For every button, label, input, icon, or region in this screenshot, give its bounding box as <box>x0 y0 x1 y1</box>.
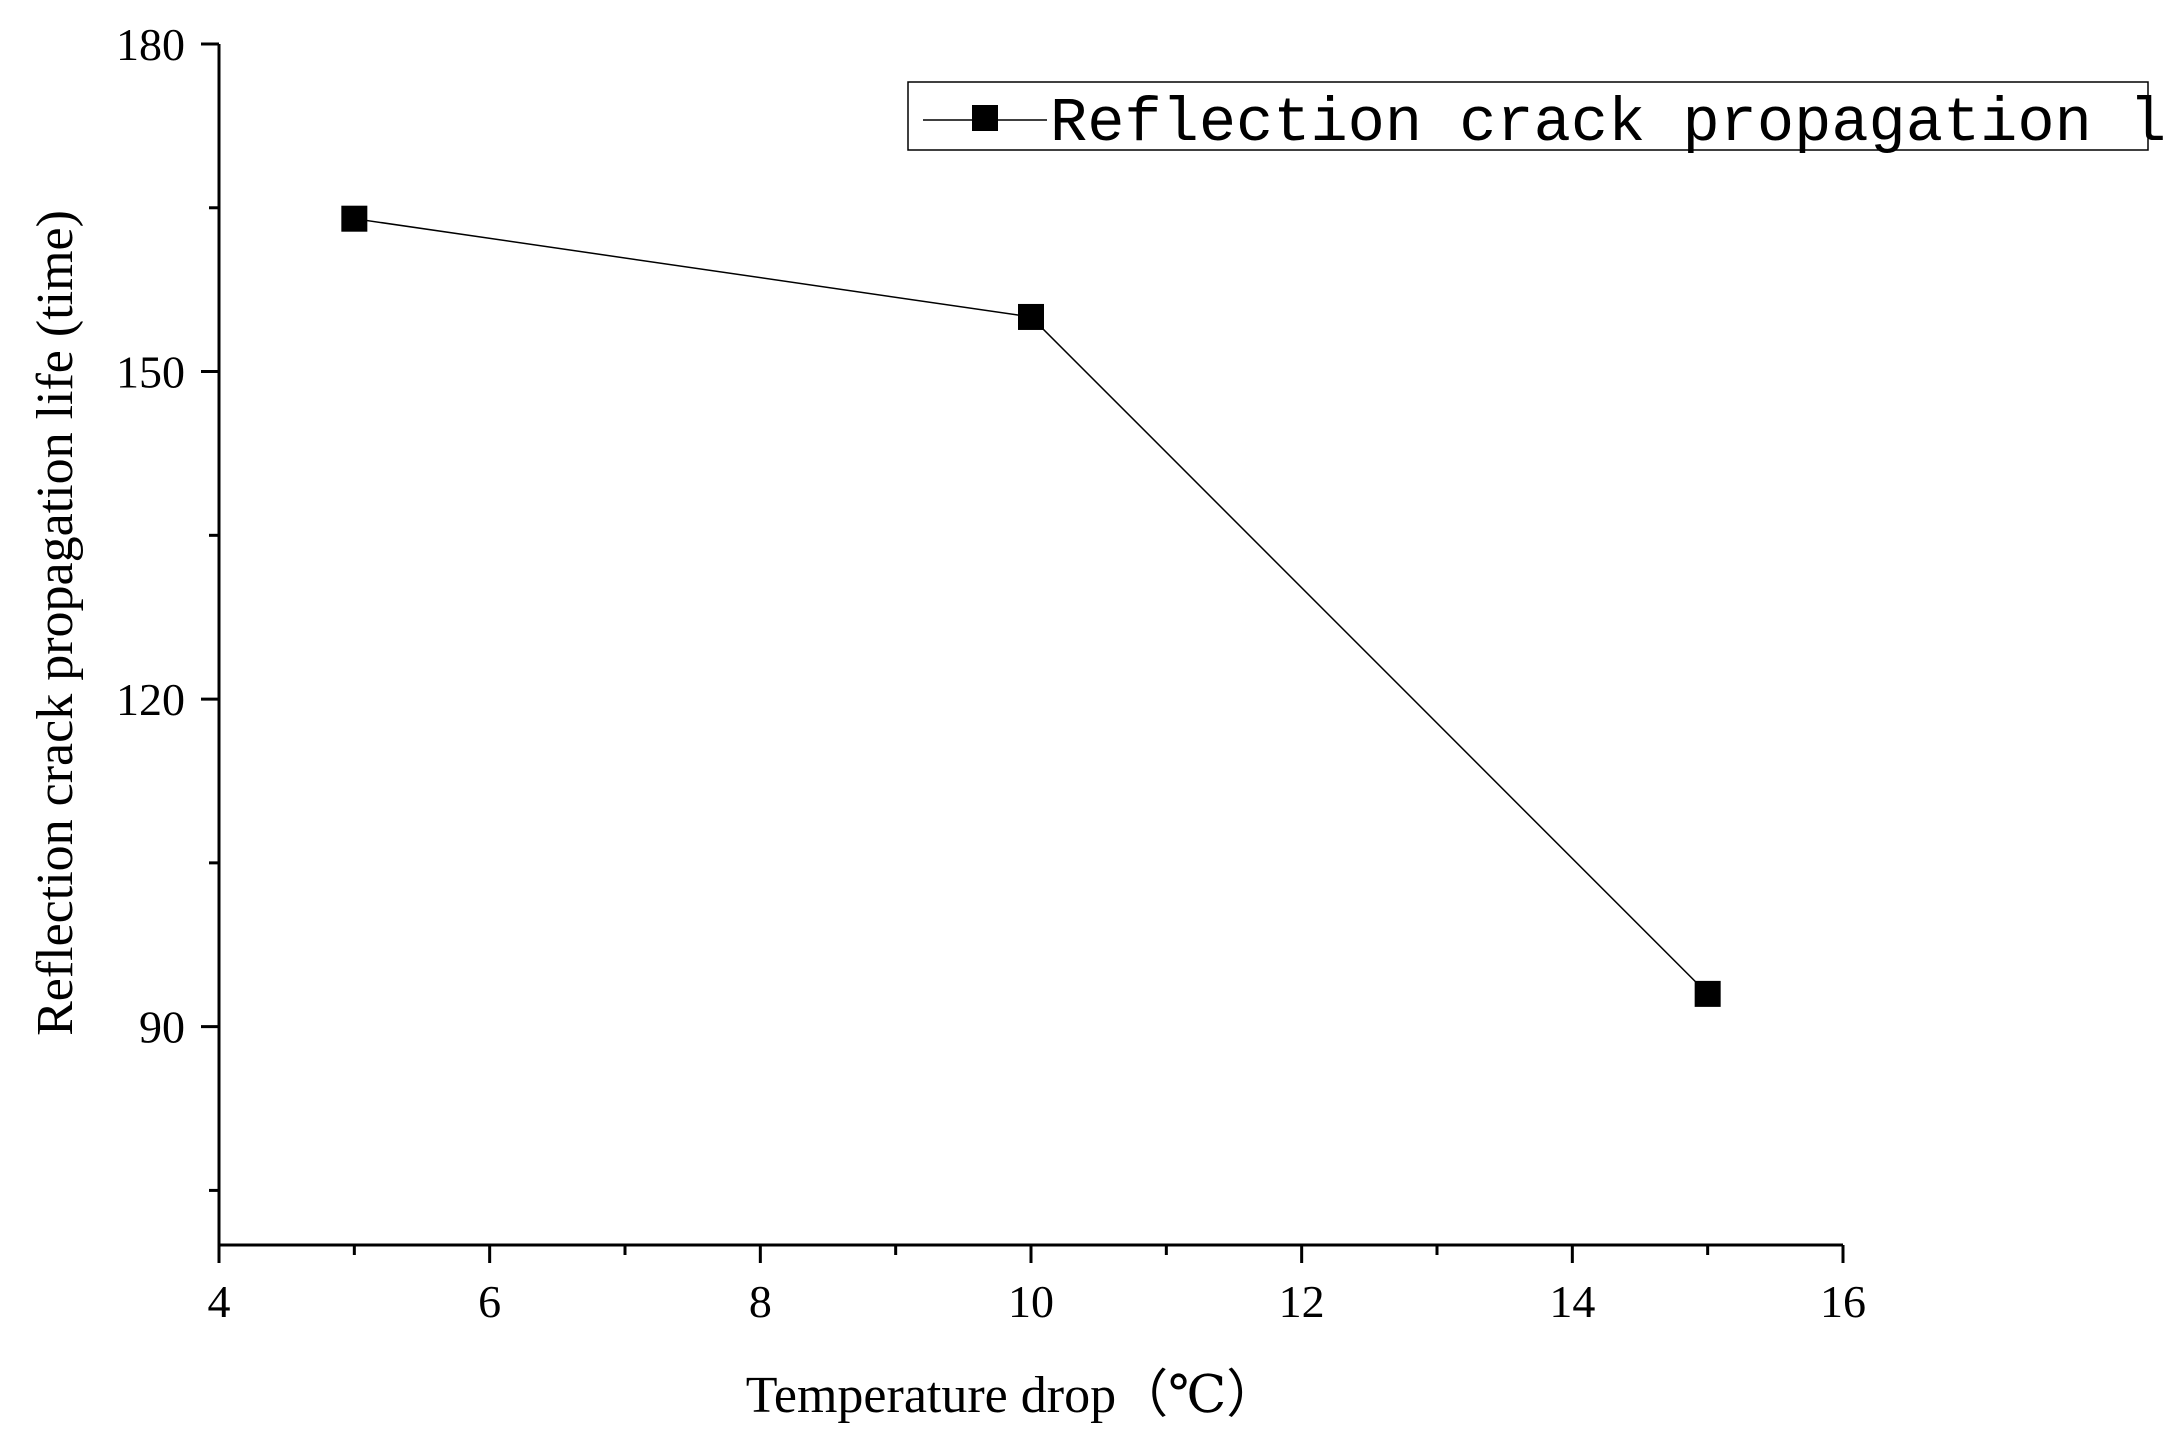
data-point-square <box>1694 980 1721 1007</box>
y-tick-label: 180 <box>116 19 185 70</box>
data-point-square <box>341 205 368 232</box>
y-axis-title: Reflection crack propagation life (time) <box>27 210 84 1036</box>
series <box>341 205 1721 1007</box>
x-tick-label: 4 <box>208 1276 231 1327</box>
x-tick-label: 16 <box>1820 1276 1866 1327</box>
y-tick-label: 150 <box>116 347 185 398</box>
x-axis-title: Temperature drop（℃） <box>746 1367 1278 1424</box>
x-tick-label: 14 <box>1549 1276 1595 1327</box>
legend-label: Reflection crack propagation life <box>1050 88 2166 159</box>
y-tick-label: 120 <box>116 674 185 725</box>
y-tick-label: 90 <box>139 1002 185 1053</box>
legend-marker-square <box>972 105 998 131</box>
series-line <box>354 217 1709 995</box>
x-tick-label: 6 <box>478 1276 501 1327</box>
legend: Reflection crack propagation life <box>907 81 2166 159</box>
x-tick-label: 10 <box>1008 1276 1054 1327</box>
axes <box>217 44 1843 1247</box>
ticks: 4 6 8 10 12 14 16 90 120 150 180 <box>116 19 1866 1327</box>
x-tick-label: 12 <box>1279 1276 1325 1327</box>
data-point-square <box>1018 303 1044 330</box>
x-tick-label: 8 <box>749 1276 772 1327</box>
legend-box <box>907 81 2149 151</box>
